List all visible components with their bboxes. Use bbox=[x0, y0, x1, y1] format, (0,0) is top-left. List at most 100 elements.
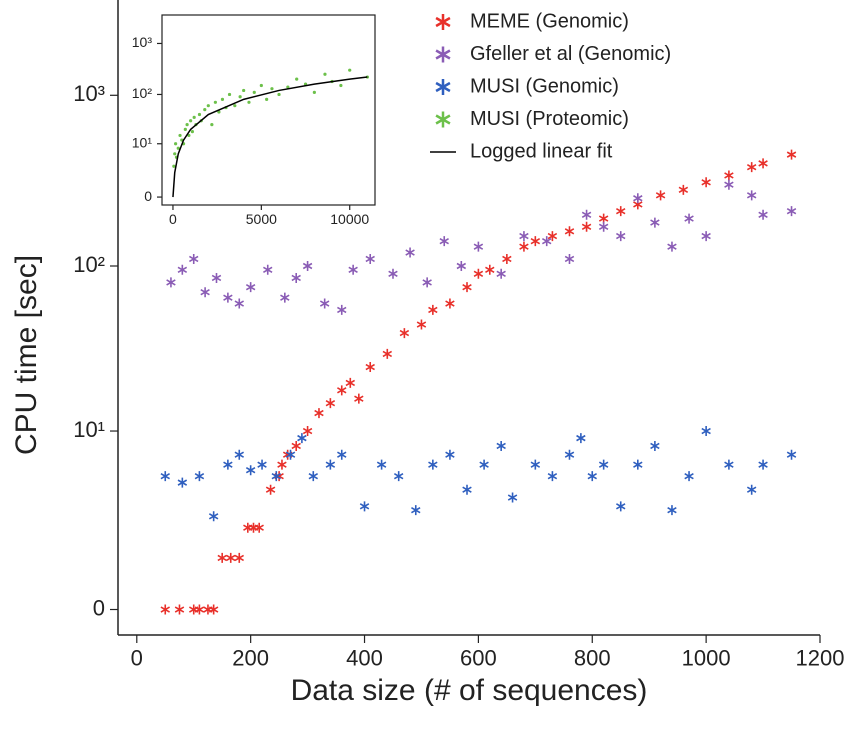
point bbox=[456, 261, 467, 272]
point bbox=[291, 440, 301, 451]
x-tick-label: 800 bbox=[574, 645, 611, 670]
legend-label: MEME (Genomic) bbox=[470, 10, 629, 32]
point bbox=[166, 277, 176, 288]
point bbox=[345, 377, 356, 388]
point bbox=[265, 484, 276, 495]
x-tick-label: 600 bbox=[460, 645, 497, 670]
point bbox=[302, 261, 313, 272]
point bbox=[479, 459, 489, 470]
point bbox=[302, 426, 313, 437]
legend-label: MUSI (Genomic) bbox=[470, 75, 619, 97]
fit-line bbox=[172, 76, 368, 198]
point bbox=[758, 209, 768, 220]
legend-label: Logged linear fit bbox=[470, 140, 613, 162]
x-axis-title: Data size (# of sequences) bbox=[291, 674, 648, 707]
y-axis-title: CPU time [sec] bbox=[10, 255, 43, 455]
point bbox=[200, 287, 210, 298]
point bbox=[277, 92, 281, 97]
point bbox=[217, 552, 227, 563]
point bbox=[462, 484, 472, 495]
point bbox=[547, 231, 558, 242]
point bbox=[285, 449, 296, 460]
x-tick-label: 5000 bbox=[246, 211, 277, 227]
y-tick-label: 10¹ bbox=[73, 417, 105, 442]
point bbox=[210, 123, 214, 127]
point bbox=[339, 83, 343, 88]
point bbox=[633, 459, 643, 470]
point bbox=[206, 104, 210, 108]
point bbox=[297, 433, 307, 444]
point bbox=[238, 95, 242, 99]
point bbox=[183, 127, 187, 131]
x-tick-label: 0 bbox=[169, 211, 177, 227]
point bbox=[746, 190, 757, 201]
inset-frame bbox=[161, 14, 376, 206]
point bbox=[473, 268, 484, 279]
point bbox=[485, 264, 495, 275]
point bbox=[189, 119, 193, 123]
point bbox=[220, 97, 225, 101]
point bbox=[234, 298, 245, 309]
point bbox=[462, 282, 472, 293]
point bbox=[194, 604, 205, 615]
point bbox=[337, 449, 347, 460]
point bbox=[314, 408, 324, 419]
y-tick-label: 10³ bbox=[132, 34, 153, 50]
point bbox=[223, 459, 233, 470]
point bbox=[615, 206, 626, 217]
point bbox=[223, 292, 233, 303]
point bbox=[701, 426, 711, 437]
point bbox=[684, 471, 694, 482]
x-tick-label: 0 bbox=[131, 645, 143, 670]
point bbox=[655, 190, 666, 201]
point bbox=[445, 298, 455, 309]
point bbox=[252, 90, 256, 94]
x-tick-label: 400 bbox=[346, 645, 383, 670]
point bbox=[667, 505, 677, 516]
point bbox=[416, 319, 427, 330]
y-tick-label: 10³ bbox=[73, 81, 105, 106]
point bbox=[502, 253, 512, 264]
point bbox=[564, 253, 575, 264]
point bbox=[587, 471, 597, 482]
point bbox=[187, 133, 191, 138]
point bbox=[405, 247, 415, 258]
y-tick-label: 10¹ bbox=[132, 134, 153, 150]
point bbox=[507, 492, 518, 503]
point bbox=[174, 142, 178, 146]
point bbox=[208, 604, 219, 615]
point bbox=[337, 304, 347, 315]
point bbox=[348, 264, 358, 275]
point bbox=[176, 146, 180, 150]
point bbox=[247, 100, 251, 104]
point bbox=[233, 104, 237, 108]
point bbox=[354, 393, 364, 404]
point bbox=[188, 604, 199, 615]
point bbox=[724, 179, 734, 190]
point bbox=[337, 385, 347, 396]
point bbox=[701, 177, 711, 188]
point bbox=[172, 164, 176, 168]
point bbox=[365, 253, 375, 264]
point bbox=[428, 459, 438, 470]
point bbox=[615, 231, 626, 242]
point bbox=[650, 217, 660, 228]
point bbox=[422, 277, 432, 288]
point bbox=[174, 604, 185, 615]
point bbox=[257, 459, 267, 470]
point bbox=[746, 162, 757, 173]
point bbox=[724, 459, 734, 470]
point bbox=[388, 268, 398, 279]
point bbox=[382, 348, 393, 359]
point bbox=[271, 471, 282, 482]
point bbox=[242, 88, 246, 93]
legend-marker bbox=[435, 111, 451, 128]
point bbox=[248, 522, 259, 533]
point bbox=[598, 459, 609, 470]
point bbox=[473, 241, 484, 252]
point bbox=[173, 152, 177, 156]
point bbox=[564, 449, 575, 460]
point bbox=[203, 108, 207, 112]
point bbox=[724, 170, 734, 181]
point bbox=[633, 193, 643, 204]
